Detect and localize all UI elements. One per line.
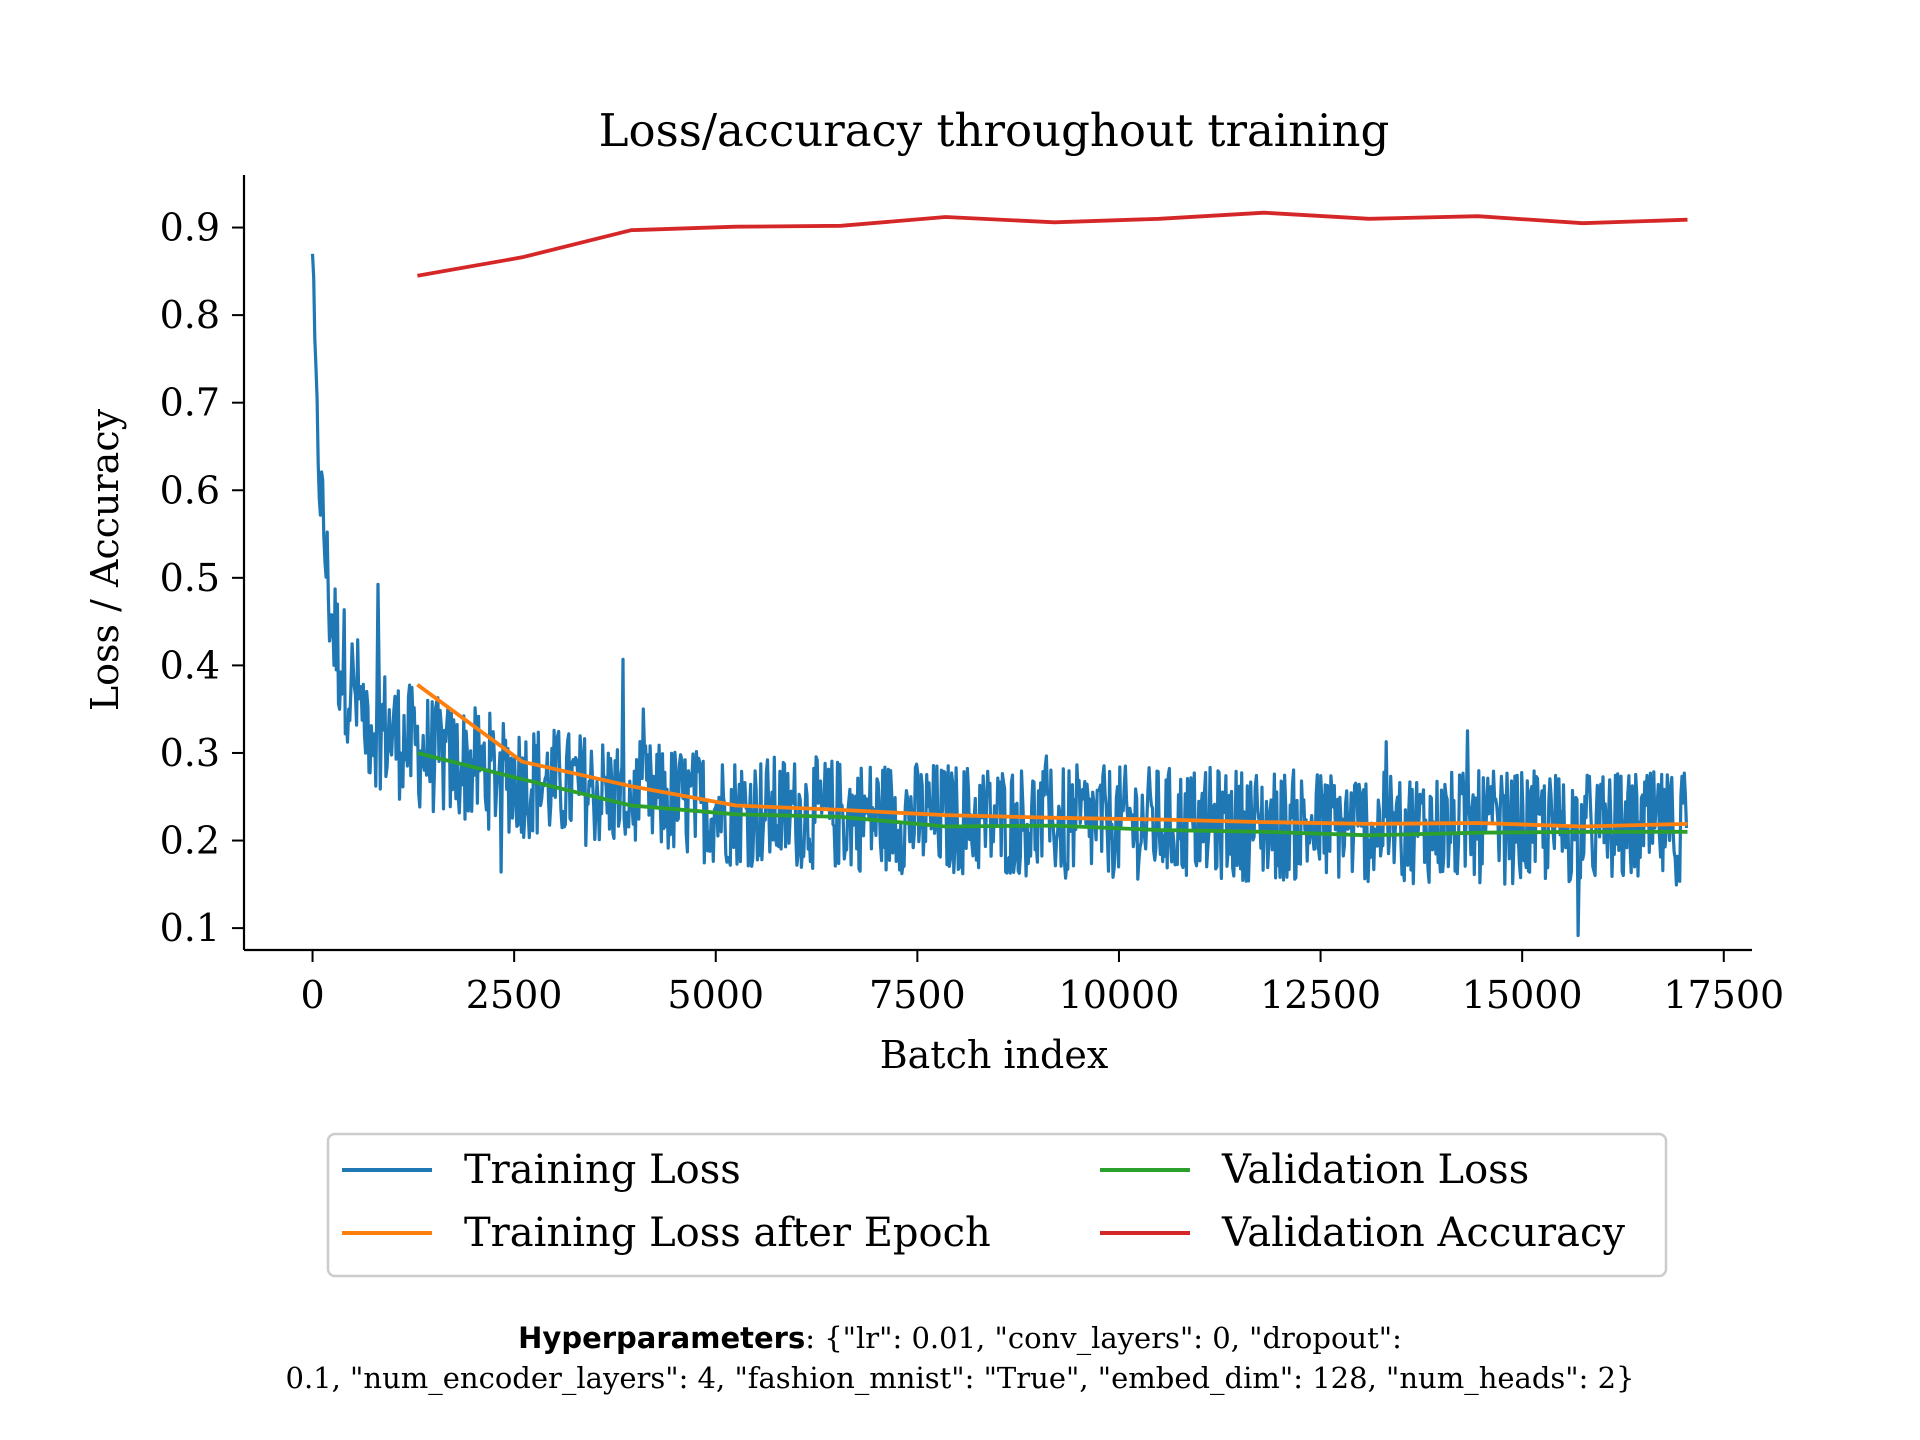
legend-entry-training-loss-label: Training Loss <box>464 1147 741 1193</box>
legend-frame <box>326 1132 1668 1278</box>
legend-entry-validation-loss-label: Validation Loss <box>1221 1147 1529 1193</box>
y-tick-label: 0.2 <box>160 819 220 863</box>
y-tick-label: 0.4 <box>160 643 220 687</box>
hyperparameters-line-2: 0.1, "num_encoder_layers": 4, "fashion_m… <box>285 1361 1635 1395</box>
plot-area <box>310 210 1689 938</box>
axes: 0 2500 5000 7500 10000 12500 15000 17500 0.1 0.2 0… <box>160 175 1784 1017</box>
x-tick-label: 2500 <box>466 973 563 1017</box>
x-tick-label: 12500 <box>1260 973 1381 1017</box>
x-tick-label: 10000 <box>1059 973 1180 1017</box>
series-line-validation-loss <box>416 751 1688 838</box>
x-tick-label: 15000 <box>1462 973 1583 1017</box>
y-tick-label: 0.9 <box>160 206 220 250</box>
series-line-validation-accuracy <box>417 210 1688 278</box>
legend: Training Loss Training Loss after Epoch Va… <box>326 1132 1668 1278</box>
series-line-training-loss-after-epoch <box>416 683 1688 829</box>
hyperparameters-text-1: : {"lr": 0.01, "conv_layers": 0, "dropou… <box>805 1321 1402 1355</box>
y-tick-label: 0.7 <box>160 381 220 425</box>
y-tick-label: 0.3 <box>160 731 220 775</box>
y-axis-label: Loss / Accuracy <box>83 408 127 711</box>
x-tick-label: 17500 <box>1663 973 1784 1017</box>
y-tick-label: 0.8 <box>160 293 220 337</box>
y-tick-label: 0.1 <box>160 906 220 950</box>
x-tick-label: 7500 <box>869 973 966 1017</box>
hyperparameters-line-1: Hyperparameters: {"lr": 0.01, "conv_laye… <box>0 1318 1920 1358</box>
hyperparameters-label: Hyperparameters <box>518 1321 806 1355</box>
hyperparameters-note: Hyperparameters: {"lr": 0.01, "conv_laye… <box>0 1318 1920 1398</box>
y-tick-label: 0.6 <box>160 468 220 512</box>
chart-title: Loss/accuracy throughout training <box>599 104 1390 157</box>
legend-entry-training-loss-after-epoch-label: Training Loss after Epoch <box>464 1210 991 1256</box>
x-axis-label: Batch index <box>880 1033 1109 1077</box>
x-tick-label: 5000 <box>667 973 764 1017</box>
chart: Loss/accuracy throughout training 0 2500 5… <box>83 104 1784 1278</box>
y-tick-label: 0.5 <box>160 556 220 600</box>
legend-entry-validation-accuracy-label: Validation Accuracy <box>1221 1210 1625 1256</box>
series-line-training-loss <box>310 253 1689 938</box>
x-tick-label: 0 <box>300 973 324 1017</box>
